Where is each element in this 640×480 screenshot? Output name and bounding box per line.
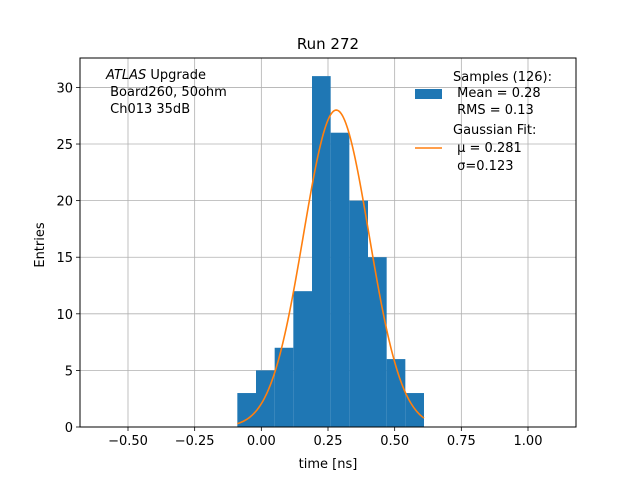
y-tick-label: 30	[56, 81, 73, 96]
legend-samples-line-1: Samples (126):	[453, 70, 552, 85]
histogram-bar	[274, 347, 294, 427]
annotation-atlas-word: ATLAS	[105, 68, 146, 83]
y-tick-label: 15	[56, 251, 73, 266]
y-tick-label: 20	[56, 195, 73, 210]
y-tick-label: 0	[65, 421, 73, 436]
annotation-upgrade-word: Upgrade	[146, 68, 206, 83]
x-tick-label: −0.50	[108, 434, 148, 449]
histogram-bar	[386, 359, 406, 427]
y-axis-label: Entries	[33, 222, 48, 268]
x-tick-label: −0.25	[175, 434, 215, 449]
histogram-bar	[293, 291, 312, 427]
x-tick-label: 0.25	[314, 434, 343, 449]
y-tick-label: 25	[56, 138, 73, 153]
annotation-line-3: Ch013 35dB	[106, 102, 190, 117]
x-tick-label: 0.50	[380, 434, 409, 449]
legend-samples-line-3: RMS = 0.13	[453, 103, 534, 118]
legend-samples-swatch	[415, 89, 442, 99]
y-tick-label: 5	[65, 364, 73, 379]
gaussian-fit-layer	[237, 109, 425, 425]
histogram-bar	[368, 257, 387, 427]
x-axis-label: time [ns]	[299, 457, 358, 472]
annotation-line-1: ATLAS Upgrade	[105, 68, 206, 83]
annotation-line-2: Board260, 50ohm	[106, 85, 227, 100]
histogram-bar	[330, 132, 350, 428]
histogram-bar	[237, 393, 256, 427]
histogram-bars	[237, 76, 424, 428]
x-tick-label: 1.00	[514, 434, 543, 449]
ticks-layer: −0.50 −0.25 0.00 0.25 0.50 0.75 1.00 0 5 10 15 20 25…	[56, 81, 542, 449]
x-tick-label: 0.00	[247, 434, 276, 449]
atlas-annotation: ATLAS Upgrade Board260, 50ohm Ch013 35dB	[105, 68, 227, 117]
legend-fit-line-1: Gaussian Fit:	[453, 123, 536, 138]
gaussian-fit-curve	[237, 109, 425, 425]
chart-title: Run 272	[297, 35, 359, 53]
legend: Samples (126): Mean = 0.28 RMS = 0.13 Ga…	[415, 70, 552, 174]
legend-fit-line-2: μ = 0.281	[453, 141, 522, 156]
histogram-bar	[349, 200, 368, 427]
legend-fit-line-3: σ=0.123	[453, 159, 513, 174]
x-tick-label: 0.75	[447, 434, 476, 449]
y-tick-label: 10	[56, 308, 73, 323]
legend-samples-line-2: Mean = 0.28	[453, 86, 541, 101]
histogram-bar	[312, 76, 331, 428]
